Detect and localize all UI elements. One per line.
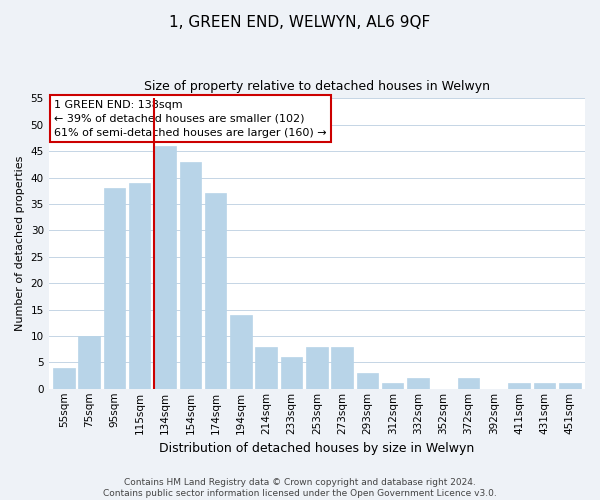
Bar bbox=[508, 384, 530, 389]
Bar bbox=[129, 183, 151, 389]
Title: Size of property relative to detached houses in Welwyn: Size of property relative to detached ho… bbox=[144, 80, 490, 93]
Bar bbox=[179, 162, 201, 389]
Bar bbox=[53, 368, 74, 389]
X-axis label: Distribution of detached houses by size in Welwyn: Distribution of detached houses by size … bbox=[159, 442, 475, 455]
Y-axis label: Number of detached properties: Number of detached properties bbox=[15, 156, 25, 331]
Bar bbox=[306, 346, 328, 389]
Text: 1 GREEN END: 138sqm
← 39% of detached houses are smaller (102)
61% of semi-detac: 1 GREEN END: 138sqm ← 39% of detached ho… bbox=[54, 100, 326, 138]
Bar bbox=[205, 194, 226, 389]
Bar bbox=[281, 357, 302, 389]
Text: 1, GREEN END, WELWYN, AL6 9QF: 1, GREEN END, WELWYN, AL6 9QF bbox=[169, 15, 431, 30]
Bar bbox=[256, 346, 277, 389]
Bar bbox=[331, 346, 353, 389]
Bar bbox=[356, 373, 378, 389]
Bar bbox=[407, 378, 429, 389]
Bar bbox=[534, 384, 555, 389]
Text: Contains HM Land Registry data © Crown copyright and database right 2024.
Contai: Contains HM Land Registry data © Crown c… bbox=[103, 478, 497, 498]
Bar bbox=[230, 315, 251, 389]
Bar bbox=[382, 384, 403, 389]
Bar bbox=[458, 378, 479, 389]
Bar bbox=[154, 146, 176, 389]
Bar bbox=[79, 336, 100, 389]
Bar bbox=[104, 188, 125, 389]
Bar bbox=[559, 384, 581, 389]
